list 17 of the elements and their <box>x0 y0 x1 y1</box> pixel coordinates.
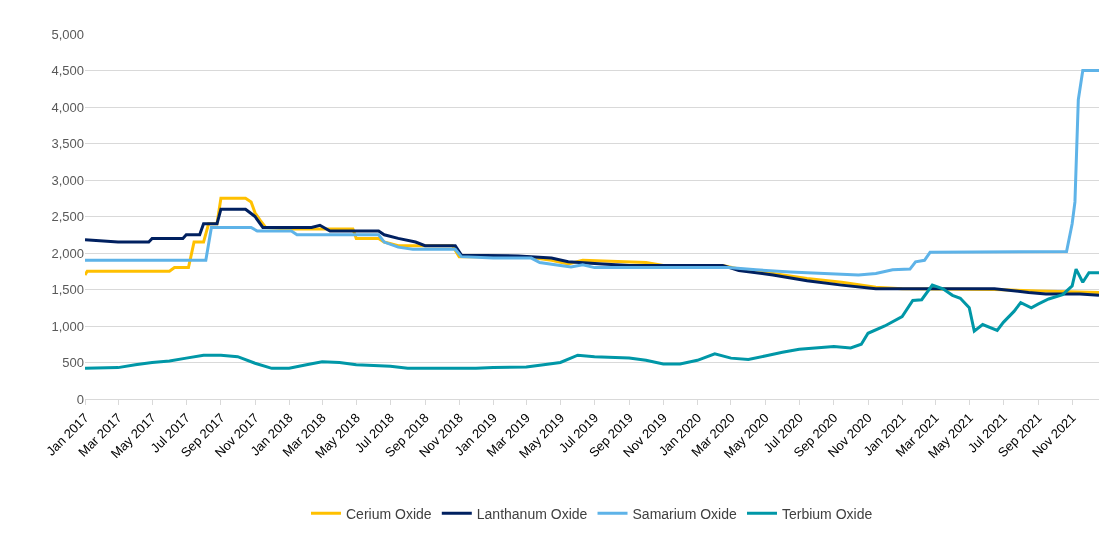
legend-label: Terbium Oxide <box>781 505 873 522</box>
legend-label: Cerium Oxide <box>346 505 432 522</box>
y-tick-label: 3,000 <box>51 172 84 188</box>
y-tick-label: 4,000 <box>51 99 84 115</box>
y-tick-label: 500 <box>62 355 84 371</box>
y-tick-label: 2,500 <box>51 209 84 225</box>
legend-label: Samarium Oxide <box>632 505 737 522</box>
line-series <box>85 267 1099 370</box>
y-tick-label: 5,000 <box>51 26 84 42</box>
y-tick-label: 1,500 <box>51 282 84 298</box>
y-tick-label: 0 <box>76 391 84 407</box>
y-tick-label: 4,500 <box>51 63 84 79</box>
y-tick-label: 2,000 <box>51 245 84 261</box>
y-tick-label: 3,500 <box>51 136 84 152</box>
line-series <box>85 69 1099 277</box>
legend-label: Lanthanum Oxide <box>476 505 588 522</box>
y-tick-label: 1,000 <box>51 318 84 334</box>
